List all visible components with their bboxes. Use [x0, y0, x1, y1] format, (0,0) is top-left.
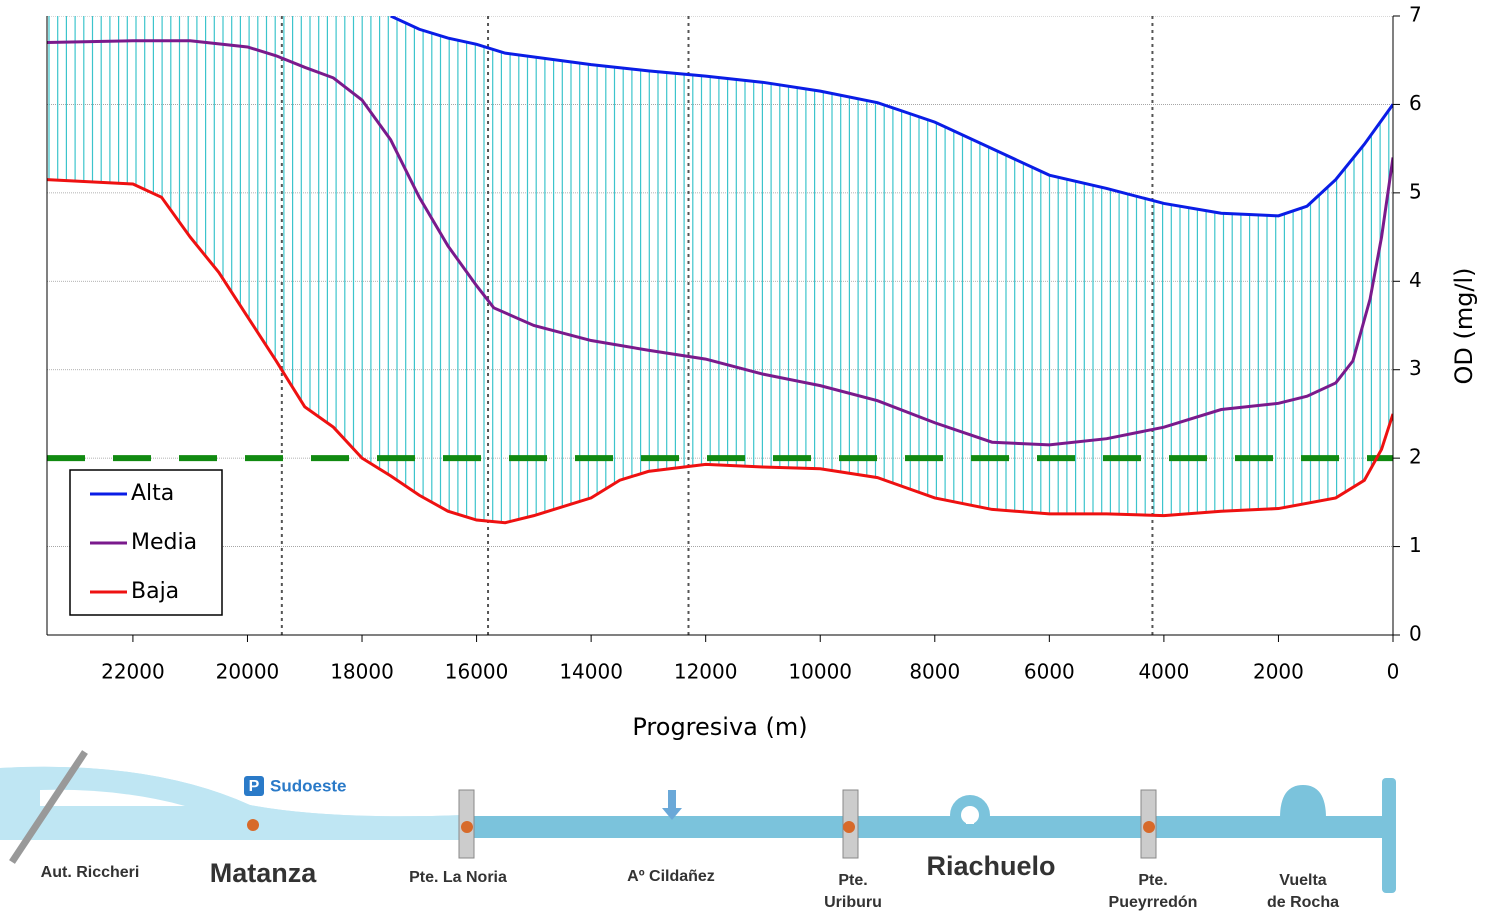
legend-label: Baja	[131, 579, 179, 604]
x-tick-label: 10000	[788, 660, 852, 684]
x-tick-label: 20000	[216, 660, 280, 684]
inflow-arrow	[662, 790, 682, 820]
x-axis-label: Progresiva (m)	[632, 713, 807, 741]
series-line	[47, 39, 1393, 447]
place-label: Pte.	[838, 872, 867, 889]
vuelta-bump	[1280, 785, 1326, 818]
place-label: Uriburu	[824, 894, 882, 911]
x-tick-label: 12000	[674, 660, 738, 684]
station	[843, 821, 855, 833]
x-tick-label: 22000	[101, 660, 165, 684]
island	[40, 789, 185, 806]
x-tick-label: 18000	[330, 660, 394, 684]
place-label: Vuelta	[1279, 872, 1327, 889]
place-label: Pte.	[1138, 872, 1167, 889]
parking-label: Sudoeste	[270, 776, 347, 795]
y-tick-label: 0	[1409, 622, 1422, 646]
x-tick-label: 2000	[1253, 660, 1304, 684]
highway	[9, 750, 88, 864]
river-mouth	[1382, 778, 1396, 893]
parking-icon: P	[249, 778, 260, 795]
station	[1143, 821, 1155, 833]
legend-label: Alta	[131, 481, 174, 506]
place-label: de Rocha	[1267, 894, 1339, 911]
meander-gap	[966, 816, 974, 824]
series-line	[47, 178, 1393, 525]
x-tick-label: 8000	[909, 660, 960, 684]
parking-sign	[244, 776, 264, 796]
place-label: Aº Cildañez	[627, 868, 715, 885]
place-label: Pueyrredón	[1109, 894, 1198, 911]
x-tick-label: 4000	[1138, 660, 1189, 684]
place-label: Matanza	[210, 858, 318, 888]
plot-area	[47, 16, 1393, 636]
x-tick-label: 6000	[1024, 660, 1075, 684]
y-tick-label: 1	[1409, 533, 1422, 557]
station	[247, 819, 259, 831]
river-diagram: P Sudoeste Aut. Riccheri Matanza Pte. La…	[0, 750, 1396, 911]
place-label: Aut. Riccheri	[41, 864, 140, 881]
x-tick-label: 16000	[445, 660, 509, 684]
y-tick-label: 6	[1409, 91, 1422, 115]
series-line	[390, 16, 1393, 218]
y-tick-label: 5	[1409, 179, 1422, 203]
y-tick-label: 2	[1409, 445, 1422, 469]
place-label: Pte. La Noria	[409, 869, 507, 886]
y-axis-label: OD (mg/l)	[1450, 267, 1478, 384]
meander-inner	[961, 806, 979, 824]
x-tick-label: 0	[1387, 660, 1400, 684]
legend-label: Media	[131, 530, 197, 555]
place-label: Riachuelo	[926, 851, 1055, 881]
river-upper	[0, 766, 465, 840]
y-tick-label: 3	[1409, 356, 1422, 380]
legend: Alta Media Baja	[90, 481, 197, 604]
station	[461, 821, 473, 833]
y-tick-label: 4	[1409, 268, 1422, 292]
y-tick-label: 7	[1409, 3, 1422, 27]
river-lower	[465, 816, 1385, 838]
x-tick-label: 14000	[559, 660, 623, 684]
